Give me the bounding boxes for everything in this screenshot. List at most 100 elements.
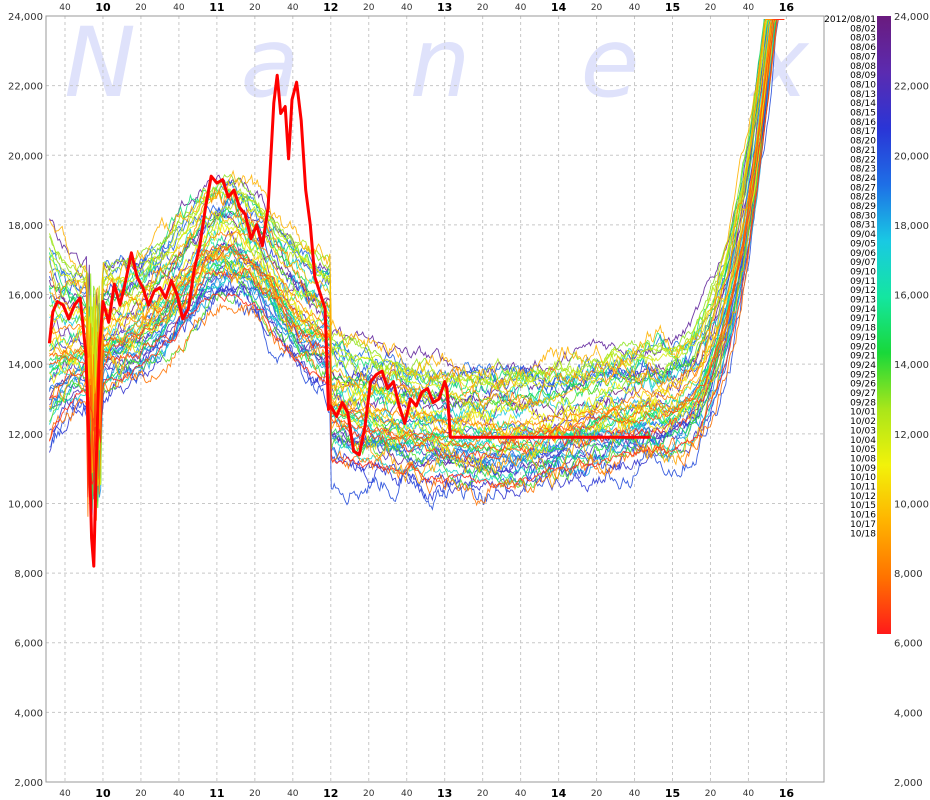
series-line xyxy=(49,19,785,490)
x-tick-label-minute-top: 40 xyxy=(515,3,527,13)
series-line xyxy=(49,19,785,492)
series-line xyxy=(49,19,785,425)
series-line xyxy=(48,19,785,463)
y-tick-label-left: 10,000 xyxy=(8,499,43,510)
x-tick-label-minute-bottom: 20 xyxy=(135,789,147,799)
legend-entry: 08/30 xyxy=(850,211,876,221)
series-line xyxy=(49,19,785,487)
legend-entry: 08/23 xyxy=(850,165,876,175)
legend-entry: 08/21 xyxy=(850,146,876,156)
x-tick-label-minute-top: 40 xyxy=(629,3,641,13)
legend-entry: 08/02 xyxy=(850,24,876,34)
y-tick-label-left: 14,000 xyxy=(8,360,43,371)
x-tick-label-minute-top: 20 xyxy=(705,3,717,13)
legend-entry: 08/06 xyxy=(850,43,876,53)
legend-entry: 10/12 xyxy=(850,492,876,502)
y-tick-label-right: 22,000 xyxy=(894,82,929,93)
legend-entry: 08/09 xyxy=(850,71,876,81)
legend-entry: 10/16 xyxy=(850,511,876,521)
series-line xyxy=(48,19,785,395)
series-line xyxy=(49,19,785,426)
series-line xyxy=(48,19,785,448)
legend-entry: 09/25 xyxy=(850,370,876,380)
x-tick-label-hour-bottom: 10 xyxy=(95,787,111,800)
legend-entry: 08/14 xyxy=(850,99,876,109)
legend-entry: 08/24 xyxy=(850,174,876,184)
y-tick-label-right: 2,000 xyxy=(894,778,923,789)
x-tick-label-hour-bottom: 16 xyxy=(779,787,795,800)
x-tick-label-hour-bottom: 14 xyxy=(551,787,567,800)
legend-entry: 09/27 xyxy=(850,389,876,399)
legend-entry: 08/07 xyxy=(850,52,876,62)
y-tick-label-right: 8,000 xyxy=(894,569,923,580)
series-line xyxy=(49,19,785,510)
legend-entry: 09/26 xyxy=(850,380,876,390)
series-line xyxy=(49,19,785,434)
y-tick-label-left: 2,000 xyxy=(14,778,43,789)
y-tick-label-left: 16,000 xyxy=(8,291,43,302)
legend-entry: 09/07 xyxy=(850,258,876,268)
color-scale-bar xyxy=(877,16,891,634)
y-axis-right: 2,000 4,000 6,000 8,000 10,000 12,000 14,000 16… xyxy=(894,12,929,789)
series-line xyxy=(49,19,785,502)
legend-entry: 08/08 xyxy=(850,62,876,72)
series-line xyxy=(49,19,785,468)
legend-entry: 10/04 xyxy=(850,436,876,446)
x-tick-label-hour-top: 11 xyxy=(209,1,224,14)
x-tick-label-minute-bottom: 40 xyxy=(173,789,185,799)
legend-entry: 09/06 xyxy=(850,249,876,259)
x-tick-label-hour-bottom: 11 xyxy=(209,787,224,800)
series-line xyxy=(49,19,785,476)
x-tick-label-hour-top: 14 xyxy=(551,1,567,14)
y-tick-label-left: 8,000 xyxy=(14,569,43,580)
y-tick-label-right: 14,000 xyxy=(894,360,929,371)
legend-entry: 08/31 xyxy=(850,221,876,231)
x-tick-label-minute-bottom: 40 xyxy=(743,789,755,799)
legend: 2012/08/0108/0208/0308/0608/0708/0808/09… xyxy=(824,15,876,539)
legend-entry: 09/18 xyxy=(850,324,876,334)
legend-entry: 10/10 xyxy=(850,473,876,483)
x-axis-bottom: 40 20 40 20 40 20 40 20 40 20 40 20 40 10 11 12 13 14 15 16 xyxy=(59,787,794,800)
x-tick-label-hour-bottom: 15 xyxy=(665,787,680,800)
y-tick-label-right: 12,000 xyxy=(894,430,929,441)
x-tick-label-minute-top: 20 xyxy=(135,3,147,13)
series-line xyxy=(48,19,785,498)
x-tick-label-minute-top: 40 xyxy=(287,3,299,13)
legend-entry: 10/17 xyxy=(850,520,876,530)
watermark-letter: n xyxy=(410,7,471,119)
legend-entry: 10/05 xyxy=(850,445,876,455)
grid xyxy=(45,15,825,783)
series-line xyxy=(49,19,785,496)
series-line xyxy=(48,19,785,402)
y-tick-label-right: 18,000 xyxy=(894,221,929,232)
watermark-letter: N xyxy=(64,7,136,119)
legend-entry: 2012/08/01 xyxy=(824,15,876,25)
series-line xyxy=(49,19,785,471)
x-tick-label-hour-top: 15 xyxy=(665,1,680,14)
legend-entry: 10/01 xyxy=(850,408,876,418)
x-tick-label-minute-top: 40 xyxy=(59,3,71,13)
x-tick-label-hour-top: 10 xyxy=(95,1,111,14)
plot-frame xyxy=(45,15,825,783)
watermark-letter: e xyxy=(580,7,639,119)
legend-entry: 08/20 xyxy=(850,137,876,147)
x-tick-label-minute-bottom: 20 xyxy=(591,789,603,799)
series-line xyxy=(49,19,785,390)
legend-entry: 08/22 xyxy=(850,155,876,165)
x-axis-top: 40 20 40 20 40 20 40 20 40 20 40 20 40 10 11 12 13 14 15 16 xyxy=(59,1,794,14)
x-tick-label-hour-top: 13 xyxy=(437,1,452,14)
legend-entry: 09/24 xyxy=(850,361,876,371)
legend-entry: 08/03 xyxy=(850,34,876,44)
legend-entry: 09/14 xyxy=(850,305,876,315)
legend-entry: 10/11 xyxy=(850,483,876,493)
y-tick-label-left: 4,000 xyxy=(14,708,43,719)
x-tick-label-minute-bottom: 40 xyxy=(629,789,641,799)
y-tick-label-right: 16,000 xyxy=(894,291,929,302)
x-tick-label-hour-bottom: 12 xyxy=(323,787,338,800)
y-tick-label-left: 6,000 xyxy=(14,639,43,650)
series-line xyxy=(49,19,785,476)
x-tick-label-minute-bottom: 40 xyxy=(59,789,71,799)
y-tick-label-right: 24,000 xyxy=(894,12,929,23)
series-line-highlight xyxy=(47,73,650,568)
